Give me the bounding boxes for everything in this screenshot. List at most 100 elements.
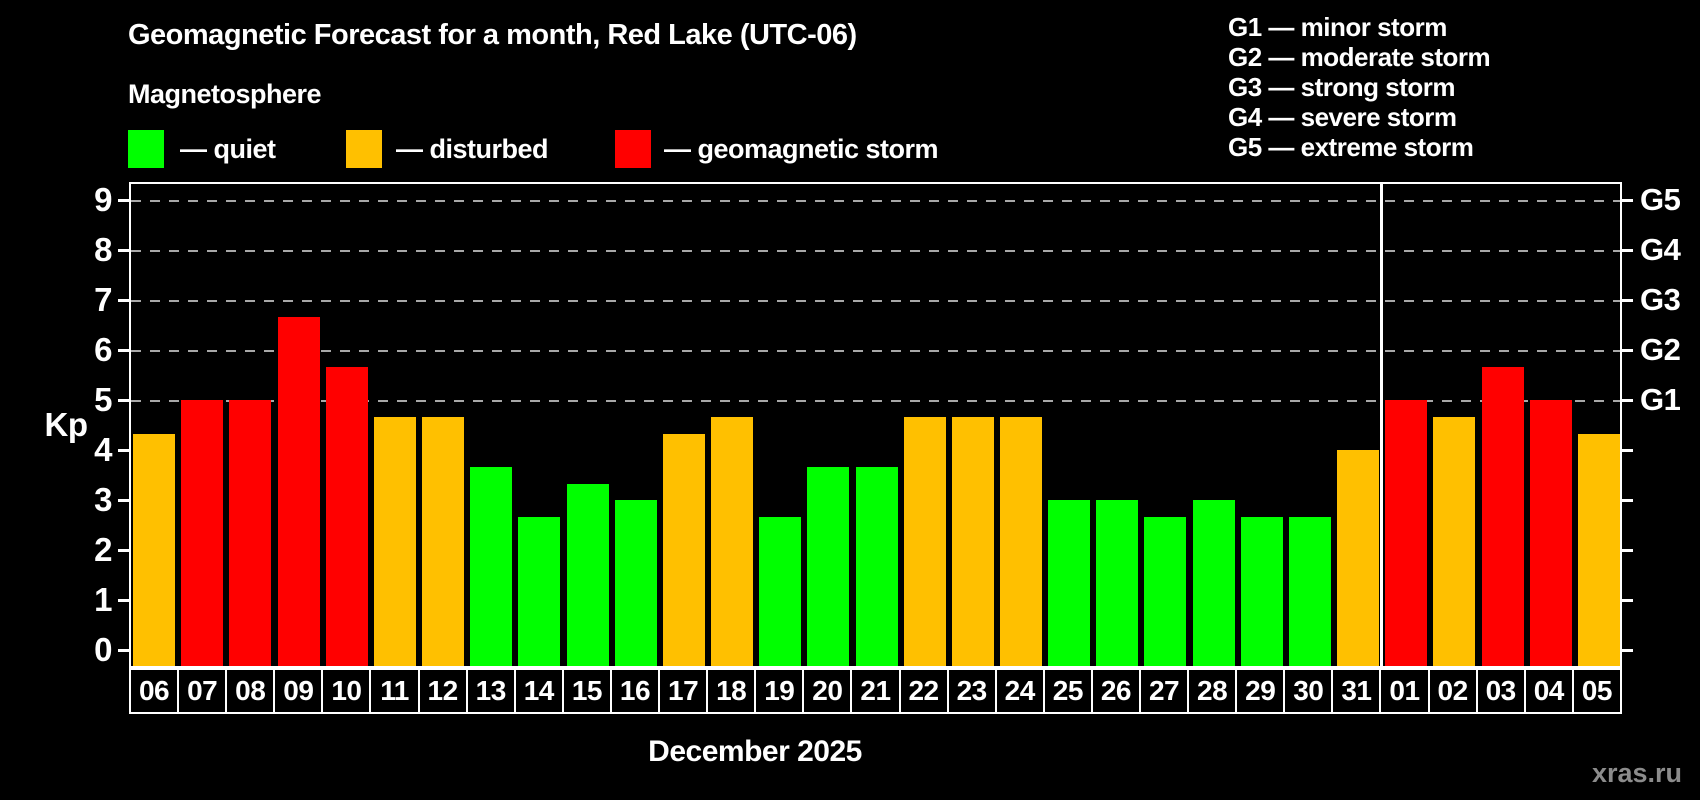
bar-day-24 (999, 416, 1042, 666)
watermark: xras.ru (1591, 758, 1682, 788)
disturbed-legend-swatch (346, 130, 382, 168)
bar-day-03 (1481, 366, 1524, 666)
bar-day-25 (1048, 500, 1091, 666)
bar-day-11 (373, 416, 416, 666)
bar-day-02 (1433, 416, 1476, 666)
gridline-kp6 (131, 350, 1620, 352)
bar-day-28 (1192, 500, 1235, 666)
day-label-07: 07 (179, 670, 228, 712)
bar-day-09 (277, 316, 320, 666)
day-label-15: 15 (564, 670, 612, 712)
day-label-16: 16 (612, 670, 661, 712)
y-tick-label: 7 (94, 281, 112, 318)
y-tick-label: 6 (94, 331, 112, 368)
x-axis-day-labels: 06 07 08 09 10 11 12 13 14 15 16 17 18 19 20 21 22 23 24 25… (129, 668, 1622, 714)
bar-day-10 (325, 366, 368, 666)
y-tick-label: 8 (94, 231, 112, 268)
g4-legend-line: G4 — severe storm (1228, 102, 1457, 132)
day-label-24: 24 (997, 670, 1045, 712)
y-tick-left (118, 549, 129, 552)
day-label-13: 13 (468, 670, 516, 712)
y-tick-label: 2 (94, 531, 112, 568)
bar-day-04 (1529, 400, 1572, 666)
bar-day-12 (422, 416, 465, 666)
bar-day-18 (711, 416, 754, 666)
bar-day-21 (855, 466, 898, 666)
y-tick-right (1622, 499, 1633, 502)
g2-legend-line: G2 — moderate storm (1228, 42, 1491, 72)
disturbed-legend-label: — disturbed (396, 134, 549, 164)
y-tick-right (1622, 599, 1633, 602)
gridline-kp8 (131, 250, 1620, 252)
y-tick-label: 0 (94, 631, 112, 668)
day-label-28: 28 (1189, 670, 1238, 712)
bar-day-31 (1337, 450, 1380, 666)
bar-day-27 (1144, 516, 1187, 666)
day-label-18: 18 (708, 670, 757, 712)
g-axis-label-g5: G5 (1640, 182, 1681, 217)
day-label-31: 31 (1333, 670, 1382, 712)
y-tick-label: 1 (94, 581, 112, 618)
g-axis-label-g3: G3 (1640, 282, 1681, 317)
gridline-kp9 (131, 200, 1620, 202)
day-label-19: 19 (756, 670, 805, 712)
bar-day-05 (1577, 433, 1620, 666)
y-tick-label: 3 (94, 481, 112, 518)
y-tick-left (118, 349, 129, 352)
g-axis-label-g4: G4 (1640, 232, 1681, 267)
y-tick-left (118, 299, 129, 302)
plot-area (129, 182, 1622, 668)
day-label-08: 08 (227, 670, 276, 712)
y-axis-label: Kp (44, 406, 89, 443)
storm-legend-swatch (615, 130, 651, 168)
bar-day-22 (903, 416, 946, 666)
y-tick-label: 4 (94, 431, 112, 468)
bar-day-26 (1096, 500, 1139, 666)
day-label-04: 04 (1526, 670, 1574, 712)
y-tick-right (1622, 649, 1633, 652)
day-label-12: 12 (420, 670, 468, 712)
g-axis-label-g2: G2 (1640, 332, 1681, 367)
bar-day-19 (759, 516, 802, 666)
month-caption: December 2025 (648, 735, 862, 768)
month-separator-line (1380, 184, 1384, 666)
day-label-01: 01 (1381, 670, 1430, 712)
day-label-10: 10 (323, 670, 372, 712)
g-scale-legend: G1 — minor storm G2 — moderate storm G3 … (1228, 12, 1491, 162)
day-label-09: 09 (275, 670, 324, 712)
day-label-20: 20 (804, 670, 853, 712)
day-label-30: 30 (1285, 670, 1334, 712)
y-tick-right (1622, 399, 1633, 402)
bar-day-23 (951, 416, 994, 666)
bar-day-06 (133, 433, 176, 666)
day-label-05: 05 (1581, 675, 1613, 706)
g5-legend-line: G5 — extreme storm (1228, 132, 1474, 162)
bar-day-30 (1288, 516, 1331, 666)
bar-day-07 (181, 400, 224, 666)
day-label-17: 17 (660, 670, 709, 712)
y-tick-right (1622, 199, 1633, 202)
bar-day-15 (566, 483, 609, 666)
day-label-26: 26 (1093, 670, 1141, 712)
bar-day-16 (614, 500, 657, 666)
day-label-22: 22 (901, 670, 949, 712)
day-label-02: 02 (1430, 670, 1478, 712)
g-axis-label-g1: G1 (1640, 382, 1681, 417)
storm-legend-label: — geomagnetic storm (664, 134, 939, 164)
day-label-23: 23 (949, 670, 997, 712)
chart-title: Geomagnetic Forecast for a month, Red La… (128, 19, 857, 51)
g1-legend-line: G1 — minor storm (1228, 12, 1447, 42)
gridline-kp5 (131, 400, 1620, 402)
day-label-27: 27 (1141, 670, 1190, 712)
day-label-11: 11 (371, 670, 420, 712)
y-tick-label: 9 (94, 181, 112, 218)
day-label-21: 21 (852, 670, 901, 712)
y-tick-right (1622, 249, 1633, 252)
bar-day-20 (807, 466, 850, 666)
y-tick-left (118, 399, 129, 402)
y-tick-right (1622, 549, 1633, 552)
day-label-14: 14 (516, 670, 564, 712)
y-tick-right (1622, 299, 1633, 302)
y-tick-right (1622, 349, 1633, 352)
